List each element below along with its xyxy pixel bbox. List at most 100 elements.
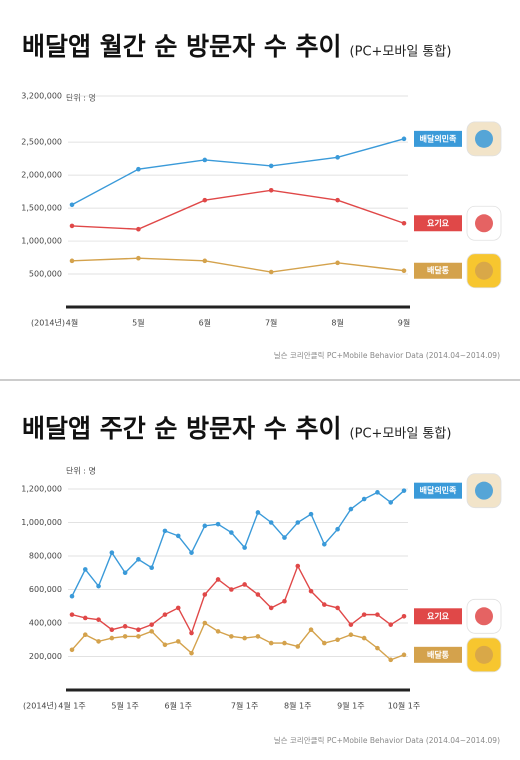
- source-note: 닐슨 코리안클릭 PC+Mobile Behavior Data (2014.0…: [274, 350, 500, 360]
- x-tick-label: 5월: [132, 318, 144, 328]
- y-tick-label: 500,000: [29, 270, 62, 279]
- data-point: [136, 557, 141, 562]
- data-point: [295, 520, 301, 525]
- y-tick-label: 1,200,000: [21, 485, 62, 494]
- data-point: [189, 650, 194, 656]
- data-point: [401, 652, 407, 658]
- data-point: [335, 637, 340, 643]
- y-tick-label: 1,500,000: [21, 204, 62, 213]
- data-point: [82, 615, 88, 621]
- x-prefix: (2014년): [23, 701, 57, 711]
- data-point: [136, 255, 141, 261]
- data-point: [348, 632, 354, 638]
- data-point: [268, 163, 274, 169]
- data-point: [268, 640, 274, 646]
- chart-subtitle: (PC+모바일 통합): [350, 427, 452, 442]
- data-point: [335, 155, 340, 160]
- x-tick-label: 8월 1주: [284, 701, 311, 711]
- data-point: [149, 622, 154, 627]
- data-point: [388, 657, 394, 663]
- y-tick-label: 1,000,000: [21, 237, 62, 246]
- y-tick-label: 2,000,000: [21, 171, 62, 180]
- data-point: [268, 269, 274, 275]
- y-tick-label: 1,000,000: [21, 518, 62, 527]
- data-point: [401, 268, 407, 274]
- data-point: [268, 187, 274, 193]
- chart-title: 배달앱 월간 순 방문자 수 추이: [22, 32, 342, 61]
- legend-label: 배달의민족: [420, 485, 457, 495]
- data-point: [308, 627, 314, 632]
- data-point: [375, 612, 380, 617]
- data-point: [322, 640, 327, 646]
- data-point: [268, 520, 274, 525]
- x-tick-label: 8월: [331, 318, 343, 328]
- data-point: [322, 602, 327, 607]
- y-tick-label: 200,000: [29, 652, 62, 661]
- data-point: [255, 592, 261, 597]
- data-point: [268, 605, 274, 611]
- data-point: [335, 260, 340, 266]
- data-point: [69, 593, 75, 599]
- data-point: [136, 166, 141, 172]
- data-point: [69, 647, 75, 653]
- app-icon-mark: [475, 129, 493, 148]
- x-tick-label: 5월 1주: [111, 701, 138, 711]
- data-point: [308, 511, 314, 517]
- data-point: [175, 605, 181, 611]
- series-line: [71, 189, 405, 230]
- legend-label: 배달의민족: [420, 133, 457, 143]
- x-tick-label: 10월 1주: [388, 701, 421, 711]
- y-tick-label: 2,500,000: [21, 138, 62, 147]
- data-point: [361, 496, 367, 502]
- x-prefix: (2014년): [31, 318, 65, 328]
- data-point: [136, 627, 141, 632]
- data-point: [335, 197, 340, 203]
- legend-label: 요기요: [427, 218, 450, 228]
- data-point: [202, 620, 208, 626]
- x-tick-label: 7월 1주: [231, 701, 258, 711]
- data-point: [202, 592, 208, 597]
- data-point: [282, 640, 287, 646]
- data-point: [401, 136, 407, 142]
- data-point: [122, 570, 128, 576]
- legend-box: [414, 215, 462, 232]
- x-tick-label: 9월: [398, 318, 410, 328]
- data-point: [82, 632, 88, 638]
- data-point: [162, 612, 168, 617]
- data-point: [255, 634, 261, 639]
- data-point: [322, 541, 327, 547]
- legend-label: 배달통: [427, 265, 450, 275]
- legend-box: [414, 262, 462, 279]
- series-line: [71, 138, 405, 206]
- legend-label: 요기요: [427, 611, 450, 621]
- data-point: [375, 490, 380, 495]
- data-point: [175, 639, 181, 644]
- data-point: [96, 583, 101, 589]
- data-point: [348, 622, 354, 627]
- data-point: [388, 500, 394, 505]
- data-point: [162, 528, 168, 534]
- app-icon-mark: [475, 645, 493, 664]
- data-point: [295, 563, 301, 569]
- legend-box: [414, 130, 462, 147]
- legend-box: [414, 646, 462, 663]
- data-point: [229, 530, 234, 535]
- data-point: [109, 550, 115, 555]
- data-point: [255, 510, 261, 515]
- data-point: [69, 223, 75, 229]
- data-point: [401, 614, 407, 619]
- data-point: [401, 220, 407, 226]
- data-point: [229, 587, 234, 592]
- data-point: [242, 545, 247, 550]
- x-tick-label: 4월: [66, 318, 78, 328]
- series-line: [71, 490, 405, 597]
- data-point: [189, 550, 194, 555]
- legend-box: [414, 608, 462, 625]
- data-point: [388, 622, 394, 627]
- data-point: [229, 634, 234, 639]
- chart-subtitle: (PC+모바일 통합): [350, 45, 452, 60]
- data-point: [361, 635, 367, 641]
- data-point: [295, 644, 301, 649]
- source-note: 닐슨 코리안클릭 PC+Mobile Behavior Data (2014.0…: [274, 735, 500, 745]
